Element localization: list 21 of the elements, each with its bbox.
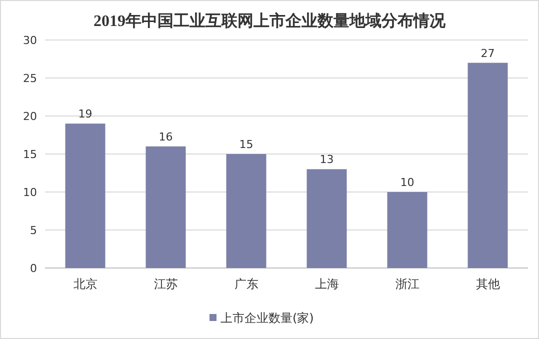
y-tick-label: 0 <box>30 262 37 275</box>
legend-label: 上市企业数量(家) <box>220 311 314 325</box>
x-tick-label: 江苏 <box>154 277 178 291</box>
data-label: 13 <box>320 153 334 166</box>
x-tick-label: 其他 <box>476 277 500 291</box>
x-tick-label: 北京 <box>73 277 98 291</box>
y-tick-label: 10 <box>23 186 37 199</box>
y-tick-label: 20 <box>23 110 37 123</box>
data-label: 27 <box>480 46 495 60</box>
data-label: 10 <box>400 176 414 189</box>
data-label: 16 <box>158 130 173 144</box>
y-tick-label: 15 <box>23 148 37 161</box>
y-tick-label: 30 <box>23 34 37 47</box>
x-tick-label: 浙江 <box>395 277 420 291</box>
x-tick-label: 上海 <box>314 277 339 291</box>
data-label: 19 <box>78 108 92 121</box>
y-tick-label: 25 <box>23 72 37 85</box>
data-label: 15 <box>239 138 254 151</box>
x-tick-label: 广东 <box>234 277 258 291</box>
y-tick-label: 5 <box>30 224 37 237</box>
chart-title: 2019年中国工业互联网上市企业数量地域分布情况 <box>94 12 446 30</box>
